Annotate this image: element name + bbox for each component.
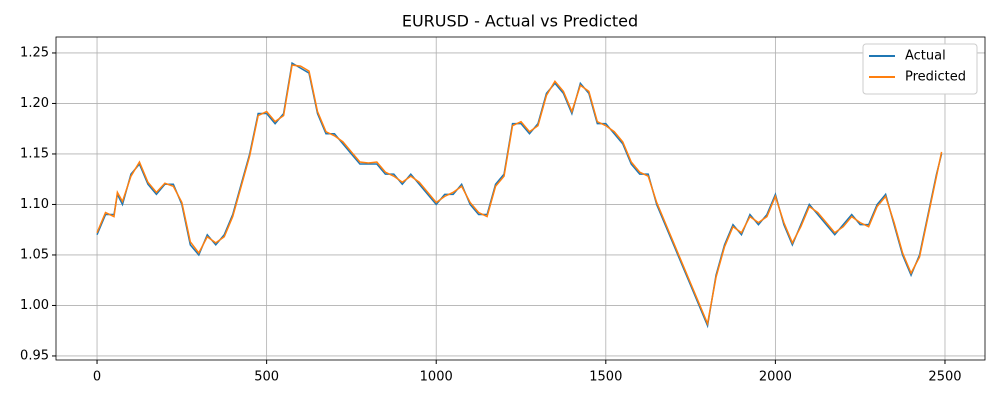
series-line [96,61,943,329]
y-tick-label: 1.15 [20,146,49,161]
legend-label: Predicted [905,70,966,85]
chart-title: EURUSD - Actual vs Predicted [402,12,638,31]
y-tick-label: 1.25 [20,45,49,60]
y-tick-label: 0.95 [20,348,49,363]
y-tick-label: 1.00 [20,298,49,313]
legend-label: Actual [905,49,946,64]
y-tick-label: 1.10 [20,197,49,212]
x-tick-label: 1500 [589,370,622,385]
x-tick-label: 2000 [759,370,792,385]
x-tick-label: 2500 [928,370,961,385]
legend: Actual Predicted [862,43,978,95]
plot-frame [55,36,986,361]
y-tick-label: 1.05 [20,247,49,262]
x-tick-label: 1000 [420,370,453,385]
x-tick-label: 500 [254,370,279,385]
x-tick-label: 0 [93,370,101,385]
y-tick-label: 1.20 [20,96,49,111]
series-line [96,64,943,327]
